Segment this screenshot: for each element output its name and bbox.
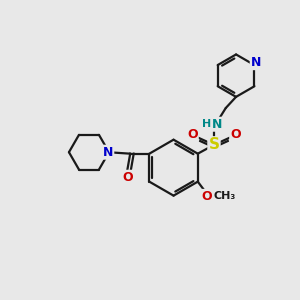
Text: S: S — [208, 137, 220, 152]
Text: O: O — [230, 128, 241, 141]
Text: O: O — [122, 171, 133, 184]
Text: O: O — [201, 190, 212, 203]
Text: H: H — [202, 119, 211, 129]
Text: CH₃: CH₃ — [213, 191, 236, 201]
Text: N: N — [251, 56, 261, 69]
Text: O: O — [187, 128, 198, 141]
Text: N: N — [103, 146, 113, 159]
Text: N: N — [212, 118, 222, 131]
